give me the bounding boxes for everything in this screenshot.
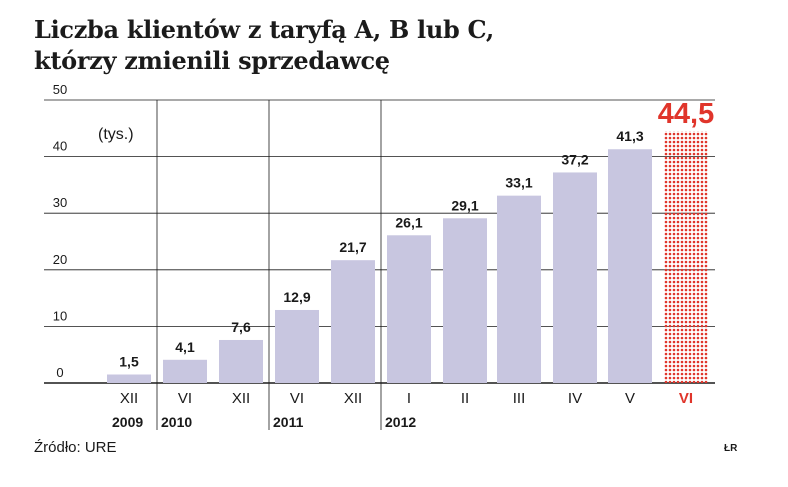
bar [387,235,431,383]
x-tick-label: II [461,390,469,407]
x-tick-label: XII [120,390,138,407]
y-tick-label: 50 [53,82,67,97]
bar [608,149,652,383]
bar [497,195,541,383]
x-tick-label: XII [232,390,250,407]
data-label: 1,5 [119,354,139,370]
bar [163,359,207,383]
x-tick-label: V [625,390,635,407]
data-label: 26,1 [395,214,422,230]
source-note: Źródło: URE [34,439,117,456]
x-tick-label: VI [679,390,693,407]
data-label: 44,5 [658,98,714,130]
chart-title: Liczba klientów z taryfą A, B lub C, któ… [34,14,494,76]
year-label: 2010 [161,414,192,430]
bar [219,339,263,383]
data-label: 7,6 [231,319,251,335]
y-tick-label: 10 [53,308,67,323]
bar [331,260,375,383]
x-tick-label: XII [344,390,362,407]
data-label: 37,2 [561,151,588,167]
y-tick-label: 30 [53,195,67,210]
data-label: 4,1 [175,339,195,355]
chart-title-line-2: którzy zmienili sprzedawcę [34,46,390,75]
y-tick-label: 0 [56,365,63,380]
chart-title-line-1: Liczba klientów z taryfą A, B lub C, [34,15,494,44]
data-label: 21,7 [339,239,366,255]
year-label: 2012 [385,414,416,430]
bar-highlight [664,131,708,383]
x-tick-label: VI [290,390,304,407]
author-credit: ŁR [724,443,738,454]
year-label: 2009 [112,414,143,430]
bar [107,374,151,383]
y-tick-label: 20 [53,252,67,267]
data-label: 33,1 [505,175,532,191]
data-label: 29,1 [451,197,478,213]
bar [553,172,597,383]
bar [275,309,319,383]
year-label: 2011 [273,414,304,430]
x-tick-label: I [407,390,411,407]
bar [443,218,487,383]
y-tick-label: 40 [53,139,67,154]
x-tick-label: VI [178,390,192,407]
data-label: 12,9 [283,289,310,305]
x-tick-label: IV [568,390,582,407]
x-tick-label: III [513,390,526,407]
y-unit-label: (tys.) [98,126,134,143]
data-label: 41,3 [616,128,643,144]
